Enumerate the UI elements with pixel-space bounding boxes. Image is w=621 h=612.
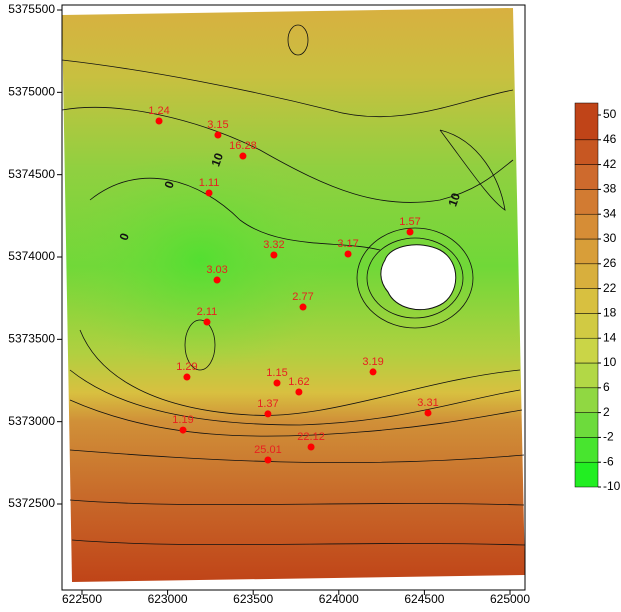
colorbar-label: 50 [603,107,617,121]
sample-point [155,117,163,125]
y-tick-label: 5373500 [8,332,55,346]
void-area [380,244,457,311]
colorbar-label: -6 [603,454,614,468]
point-label: 1.24 [148,105,169,117]
sample-point [205,189,213,197]
point-label: 3.15 [207,119,228,131]
colorbar-band [574,461,599,488]
colorbar-label: 18 [603,306,617,320]
colorbar-band [574,238,599,265]
colorbar-label: 34 [603,206,617,220]
x-tick-label: 625000 [490,592,530,606]
sample-point [369,368,377,376]
sample-point [183,373,191,381]
x-tick-label: 624000 [319,592,359,606]
point-label: 1.37 [257,398,278,410]
sample-point [344,250,352,258]
point-label: 3.19 [362,356,383,368]
colorbar-band [574,189,599,215]
sample-point [307,443,315,451]
x-tick-label: 622500 [62,592,102,606]
sample-point [213,276,221,284]
colorbar-band [574,412,599,438]
colorbar-label: 38 [603,182,617,196]
colorbar-label: 10 [603,355,617,369]
colorbar-label: 30 [603,231,617,245]
point-label: 2.77 [292,291,313,303]
point-label: 25.01 [254,444,282,456]
colorbar-band [574,164,599,190]
colorbar-label: -2 [603,430,614,444]
point-label: 3.31 [417,397,438,409]
sample-point [424,409,432,417]
contours [61,24,526,546]
colorbar-band [574,102,599,141]
colorbar-label: 14 [603,330,617,344]
x-tick-label: 623000 [148,592,188,606]
point-label: 2.11 [197,306,218,318]
point-label: 1.15 [266,367,287,379]
sample-point [273,379,281,387]
colorbar-band [574,139,599,165]
point-label: 3.17 [337,238,358,250]
point-label: 1.62 [288,376,309,388]
sample-point [270,251,278,259]
sample-point [214,131,222,139]
point-label: 3.32 [263,239,284,251]
contour-label: 10 [445,191,463,209]
colorbar-band [574,288,599,314]
y-tick-label: 5373000 [8,414,55,428]
point-label: 22.12 [297,431,325,443]
point-label: 3.03 [206,264,227,276]
lowland [60,150,340,370]
colorbar-label: 22 [603,281,617,295]
x-tick-label: 623500 [233,592,273,606]
sample-point [203,318,211,326]
colorbar-label: 46 [603,132,617,146]
x-tick-label: 624500 [404,592,444,606]
contour-label: 0 [117,231,133,242]
colorbar-label: 2 [603,405,610,419]
colorbar-band [574,313,599,339]
colorbar-band [574,362,599,389]
map-frame [61,4,526,591]
y-tick-label: 5372500 [8,496,55,510]
point-label: 1.19 [172,414,193,426]
sample-point [295,388,303,396]
colorbar-band [574,437,599,463]
contour-label: 0 [162,179,178,190]
colorbar-band [574,213,599,240]
colorbar-band [574,387,599,413]
point-label: 1.11 [199,177,220,189]
colorbar-label: -10 [603,479,621,493]
y-tick-label: 5375000 [8,85,55,99]
colorbar-label: 26 [603,256,617,270]
y-tick-label: 5375500 [8,2,55,16]
sample-point [299,303,307,311]
sample-point [264,456,272,464]
colorbar-label: 6 [603,380,610,394]
contour-label: 10 [208,151,226,169]
colorbar-band [574,337,599,364]
sample-point [179,426,187,434]
colorbar-band [574,263,599,289]
y-tick-label: 5374000 [8,249,55,263]
point-label: 1.57 [399,216,420,228]
sample-point [264,410,272,418]
point-label: 16.28 [229,140,257,152]
sample-point [406,228,414,236]
sample-point [239,152,247,160]
point-label: 1.29 [176,361,197,373]
colorbar-label: 42 [603,157,617,171]
y-tick-label: 5374500 [8,167,55,181]
